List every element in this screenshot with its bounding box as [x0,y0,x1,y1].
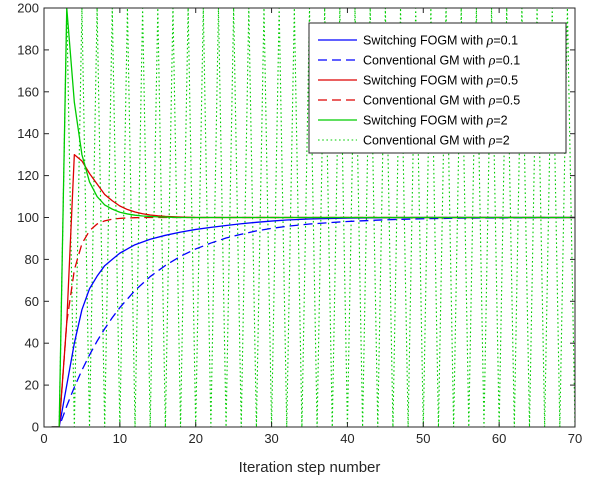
legend-label-rho: ρ [488,94,496,109]
legend-label-suffix: =2 [496,134,510,148]
legend-label-2: Switching FOGM with ρ=0.5 [363,74,518,89]
x-tick-label: 30 [264,431,278,446]
x-tick-label: 0 [40,431,47,446]
x-tick-label: 70 [568,431,582,446]
y-tick-label: 60 [25,294,39,309]
legend-label-prefix: Conventional GM with [363,94,489,108]
y-tick-label: 160 [17,84,39,99]
x-tick-label: 20 [188,431,202,446]
y-tick-label: 180 [17,42,39,57]
legend-label-prefix: Conventional GM with [363,134,489,148]
legend-label-prefix: Conventional GM with [363,54,489,68]
legend-label-suffix: =0.5 [496,94,521,108]
legend-label-rho: ρ [486,34,494,49]
legend-label-suffix: =0.1 [493,34,518,48]
legend-label-4: Switching FOGM with ρ=2 [363,114,508,129]
legend-label-3: Conventional GM with ρ=0.5 [363,94,520,109]
legend-label-1: Conventional GM with ρ=0.1 [363,54,520,69]
legend-label-5: Conventional GM with ρ=2 [363,134,510,149]
x-tick-label: 60 [492,431,506,446]
legend-label-rho: ρ [486,114,494,129]
legend-label-rho: ρ [488,54,496,69]
y-tick-label: 40 [25,336,39,351]
legend-label-0: Switching FOGM with ρ=0.1 [363,34,518,49]
y-tick-label: 80 [25,252,39,267]
y-tick-label: 100 [17,210,39,225]
x-axis-label: Iteration step number [239,459,381,476]
y-tick-label: 140 [17,126,39,141]
legend-label-prefix: Switching FOGM with [363,114,487,128]
series-line-4 [51,8,575,427]
x-tick-label: 10 [113,431,127,446]
series-line-3 [51,216,575,427]
series-layer [44,8,575,427]
x-tick-label: 40 [340,431,354,446]
y-tick-label: 0 [32,420,39,435]
y-tick-label: 20 [25,378,39,393]
legend-label-prefix: Switching FOGM with [363,34,487,48]
ticks-layer: 0 10 20 30 40 50 60 70 0 20 40 60 80 100 120 140 160 180 2… [17,1,582,447]
y-tick-label: 120 [17,168,39,183]
legend-label-rho: ρ [486,74,494,89]
series-line-1 [51,216,575,427]
legend-label-prefix: Switching FOGM with [363,74,487,88]
legend-label-suffix: =0.1 [496,54,521,68]
x-tick-label: 50 [416,431,430,446]
legend-label-suffix: =0.5 [493,74,518,88]
y-tick-label: 200 [17,1,39,16]
legend-box [308,22,567,154]
legend-label-suffix: =2 [493,114,507,128]
legend-label-rho: ρ [488,134,496,149]
